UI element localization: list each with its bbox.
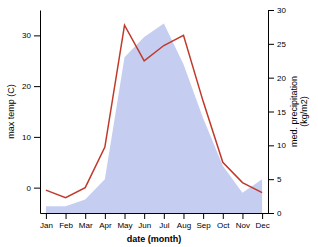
tick-label: 20 bbox=[277, 74, 286, 83]
tick: 0 bbox=[268, 209, 282, 218]
tick-mark bbox=[164, 213, 165, 219]
tick-label: Jan bbox=[40, 221, 53, 230]
tick-label: 15 bbox=[277, 108, 286, 117]
y-axis: 0 10 20 30 bbox=[22, 11, 40, 214]
tick-label: Nov bbox=[236, 221, 250, 230]
tick: May bbox=[117, 213, 132, 230]
tick: 30 bbox=[22, 31, 40, 40]
tick: Nov bbox=[236, 213, 250, 230]
tick-label: Jul bbox=[159, 221, 169, 230]
tick: 30 bbox=[268, 6, 286, 15]
tick: Jul bbox=[159, 213, 169, 230]
tick-label: 10 bbox=[277, 141, 286, 150]
tick: 20 bbox=[22, 82, 40, 91]
area bbox=[46, 24, 262, 213]
tick-label: Aug bbox=[177, 221, 191, 230]
tick: 25 bbox=[268, 40, 286, 49]
x-axis-title: date (month) bbox=[127, 234, 182, 244]
tick-label: Dec bbox=[255, 221, 269, 230]
tick: 15 bbox=[268, 108, 286, 117]
tick-label: Jun bbox=[138, 221, 151, 230]
tick-mark bbox=[242, 213, 243, 219]
tick-mark bbox=[105, 213, 106, 219]
tick-label: 0 bbox=[27, 184, 32, 193]
marks bbox=[46, 24, 262, 213]
tick: Mar bbox=[79, 213, 93, 230]
tick-label: 25 bbox=[277, 40, 286, 49]
tick-label: 10 bbox=[22, 133, 31, 142]
tick: 10 bbox=[22, 133, 40, 142]
tick: Dec bbox=[255, 213, 269, 230]
tick-mark bbox=[262, 213, 263, 219]
tick: 10 bbox=[268, 141, 286, 150]
y2-axis-title: med. precipitation(kg/m2) bbox=[289, 76, 309, 147]
tick-mark bbox=[125, 213, 126, 219]
tick-mark bbox=[268, 44, 274, 45]
axis-line bbox=[41, 213, 269, 214]
tick-mark bbox=[46, 213, 47, 219]
tick: 5 bbox=[268, 175, 282, 184]
tick-mark bbox=[144, 213, 145, 219]
tick-label: Sep bbox=[197, 221, 212, 230]
chart: Jan Feb Mar Apr May Jun Jul Aug Sep Oct Nov Dec 0 10 2… bbox=[0, 0, 318, 247]
tick-mark bbox=[34, 137, 40, 138]
tick-mark bbox=[268, 213, 274, 214]
tick-label: 5 bbox=[277, 175, 282, 184]
tick-mark bbox=[268, 112, 274, 113]
tick: Aug bbox=[177, 213, 191, 230]
tick-mark bbox=[34, 35, 40, 36]
x-axis: Jan Feb Mar Apr May Jun Jul Aug Sep Oct Nov Dec bbox=[40, 213, 270, 230]
tick-mark bbox=[203, 213, 204, 219]
tick-label: 30 bbox=[277, 6, 286, 15]
tick-label: 0 bbox=[277, 209, 282, 218]
tick-label: Mar bbox=[79, 221, 93, 230]
tick-mark bbox=[223, 213, 224, 219]
tick-mark bbox=[268, 145, 274, 146]
y-axis-title: max temp (C) bbox=[6, 84, 16, 139]
tick-mark bbox=[66, 213, 67, 219]
tick-label: Apr bbox=[99, 221, 112, 230]
tick: Oct bbox=[217, 213, 230, 230]
tick-mark bbox=[34, 188, 40, 189]
tick: Feb bbox=[59, 213, 73, 230]
tick-mark bbox=[34, 86, 40, 87]
y2-axis: 0 5 10 15 20 25 30 bbox=[268, 6, 286, 218]
tick: Jun bbox=[138, 213, 151, 230]
tick-mark bbox=[268, 10, 274, 11]
tick-label: 20 bbox=[22, 82, 31, 91]
tick-mark bbox=[268, 179, 274, 180]
tick-mark bbox=[183, 213, 184, 219]
tick: Sep bbox=[197, 213, 212, 230]
line bbox=[46, 25, 262, 198]
tick: 20 bbox=[268, 74, 286, 83]
tick-mark bbox=[85, 213, 86, 219]
tick-label: Oct bbox=[217, 221, 230, 230]
tick-mark bbox=[268, 78, 274, 79]
tick-label: May bbox=[117, 221, 132, 230]
axis-line bbox=[40, 11, 41, 214]
tick: Jan bbox=[40, 213, 53, 230]
tick-label: Feb bbox=[59, 221, 73, 230]
tick: 0 bbox=[27, 184, 40, 193]
plot: Jan Feb Mar Apr May Jun Jul Aug Sep Oct Nov Dec 0 10 2… bbox=[6, 6, 309, 244]
tick-label: 30 bbox=[22, 31, 31, 40]
tick: Apr bbox=[99, 213, 112, 230]
